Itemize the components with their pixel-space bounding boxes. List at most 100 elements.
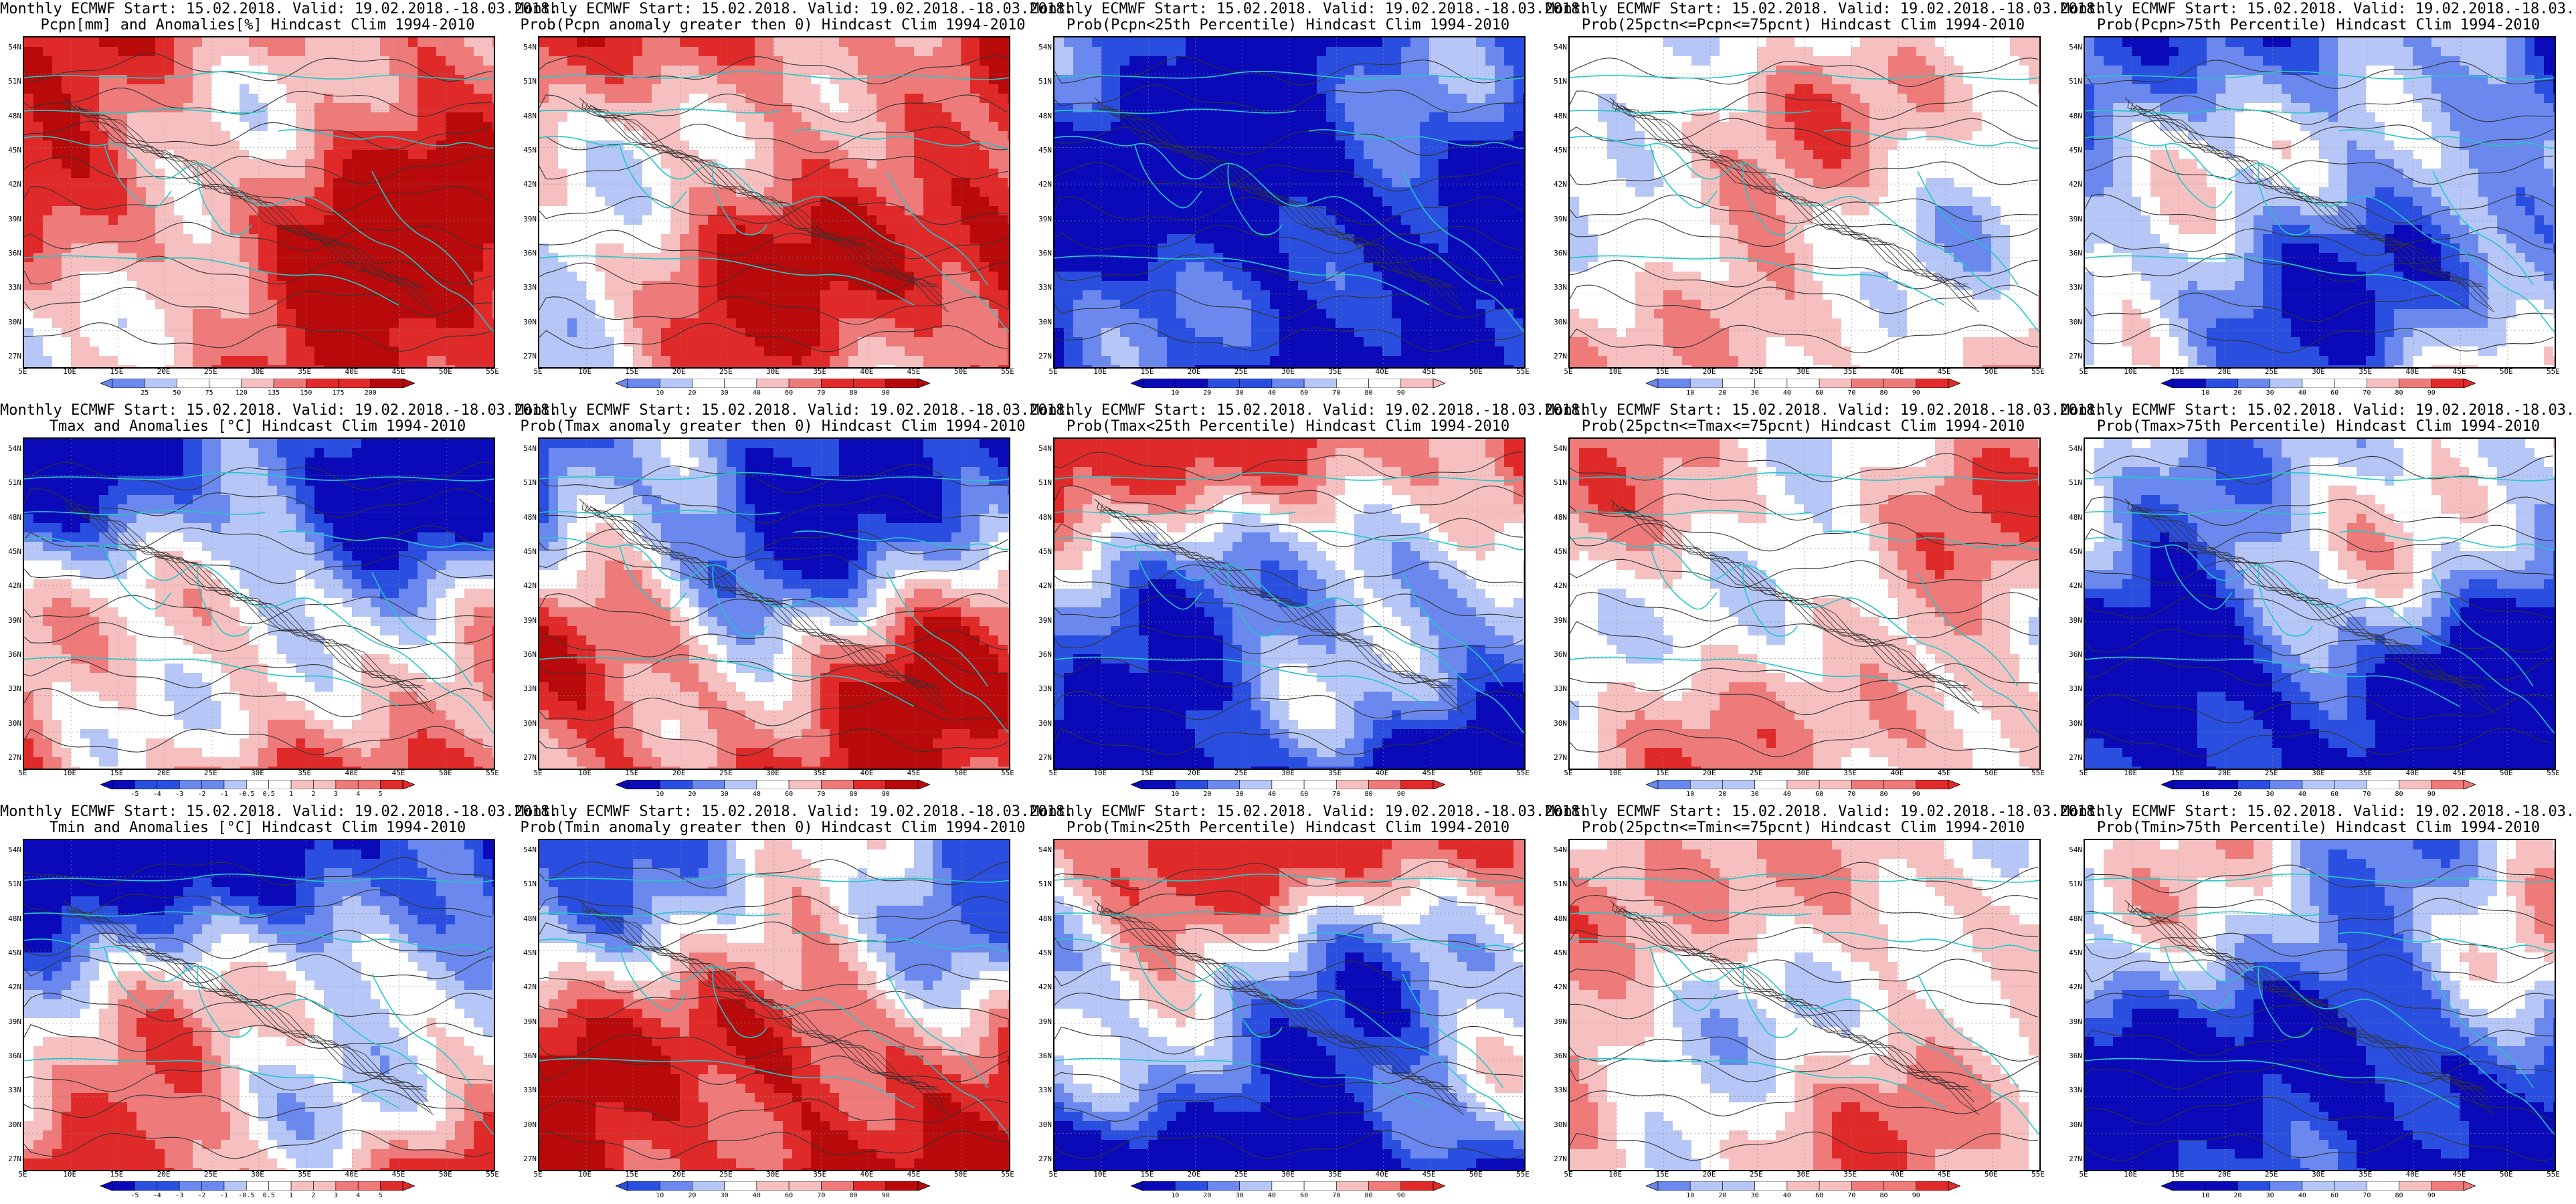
lat-tick-label: 39N bbox=[3, 1017, 21, 1026]
lat-tick-label: 39N bbox=[3, 616, 21, 625]
lat-tick-label: 27N bbox=[1033, 753, 1052, 762]
lat-tick-label: 30N bbox=[1548, 719, 1567, 728]
lat-tick-label: 36N bbox=[3, 1051, 21, 1060]
map-panel: Monthly ECMWF Start: 15.02.2018. Valid: … bbox=[2061, 803, 2576, 1204]
map-panel: Monthly ECMWF Start: 15.02.2018. Valid: … bbox=[1546, 401, 2104, 803]
lon-tick-label: 30E bbox=[763, 367, 783, 376]
panel-title-line1: Monthly ECMWF Start: 15.02.2018. Valid: … bbox=[1030, 403, 1588, 419]
lon-tick-label: 50E bbox=[436, 1170, 456, 1179]
lat-tick-label: 33N bbox=[3, 283, 21, 292]
lon-tick-label: 40E bbox=[341, 1170, 361, 1179]
colorbar-label: 60 bbox=[777, 1192, 800, 1199]
forecast-map bbox=[1053, 36, 1526, 369]
colorbar-label: 90 bbox=[875, 1192, 897, 1199]
lon-tick-label: 35E bbox=[1325, 367, 1345, 376]
lat-tick-label: 42N bbox=[1548, 983, 1567, 991]
colorbar-label: -2 bbox=[191, 791, 213, 798]
lon-tick-label: 20E bbox=[1184, 1170, 1204, 1179]
colorbar-label: 10 bbox=[1679, 389, 1701, 397]
lon-tick-label: 15E bbox=[622, 769, 642, 777]
lon-tick-label: 10E bbox=[575, 367, 595, 376]
lat-tick-label: 39N bbox=[1033, 215, 1052, 223]
colorbar-label: 30 bbox=[1228, 389, 1251, 397]
lat-tick-label: 30N bbox=[518, 1120, 537, 1129]
colorbar-label: 40 bbox=[1261, 389, 1283, 397]
lat-tick-label: 42N bbox=[1033, 983, 1052, 991]
lon-tick-label: 10E bbox=[1090, 367, 1110, 376]
colorbar bbox=[1131, 780, 1445, 789]
lon-tick-label: 55E bbox=[2028, 1170, 2048, 1179]
colorbar-label: 20 bbox=[1711, 389, 1734, 397]
lat-tick-label: 45N bbox=[3, 146, 21, 155]
lon-tick-label: 55E bbox=[998, 769, 1018, 777]
lon-tick-label: 35E bbox=[1325, 1170, 1345, 1179]
forecast-map bbox=[1568, 437, 2041, 770]
lon-tick-label: 50E bbox=[2496, 1170, 2516, 1179]
forecast-map bbox=[2084, 36, 2556, 369]
colorbar-label: 30 bbox=[713, 389, 736, 397]
lon-tick-label: 10E bbox=[2120, 367, 2140, 376]
lon-tick-label: 20E bbox=[2215, 769, 2235, 777]
colorbar-label: 70 bbox=[810, 1192, 832, 1199]
lat-tick-label: 33N bbox=[2063, 283, 2082, 292]
lon-tick-label: 35E bbox=[2355, 1170, 2375, 1179]
lon-tick-label: 5E bbox=[528, 367, 548, 376]
lat-tick-label: 30N bbox=[518, 719, 537, 728]
lat-tick-label: 39N bbox=[2063, 1017, 2082, 1026]
lon-tick-label: 45E bbox=[389, 769, 409, 777]
lon-tick-label: 25E bbox=[1746, 769, 1766, 777]
lon-tick-label: 20E bbox=[1184, 769, 1204, 777]
lat-tick-label: 27N bbox=[1548, 1155, 1567, 1163]
lon-tick-label: 5E bbox=[1558, 367, 1578, 376]
lon-tick-label: 55E bbox=[1513, 769, 1533, 777]
panel-title-line2: Tmax and Anomalies [°C] Hindcast Clim 19… bbox=[0, 419, 515, 435]
lat-tick-label: 39N bbox=[2063, 616, 2082, 625]
lon-tick-label: 45E bbox=[2450, 769, 2470, 777]
colorbar-label: 40 bbox=[1776, 791, 1799, 798]
lon-tick-label: 20E bbox=[154, 769, 174, 777]
colorbar-label: 20 bbox=[680, 1192, 703, 1199]
colorbar-label: 60 bbox=[2323, 389, 2346, 397]
colorbar-label: 90 bbox=[2420, 389, 2443, 397]
colorbar-label: -5 bbox=[123, 791, 146, 798]
lat-tick-label: 42N bbox=[518, 581, 537, 590]
colorbar bbox=[2161, 379, 2476, 388]
panel-title-line1: Monthly ECMWF Start: 15.02.2018. Valid: … bbox=[515, 1, 1073, 17]
panel-title-line2: Prob(25pctn<=Tmax<=75pcnt) Hindcast Clim… bbox=[1546, 419, 2061, 435]
colorbar-label: 70 bbox=[2355, 791, 2378, 798]
lon-tick-label: 20E bbox=[1184, 367, 1204, 376]
lat-tick-label: 36N bbox=[3, 249, 21, 258]
panel-title-line2: Prob(25pctn<=Pcpn<=75pcnt) Hindcast Clim… bbox=[1546, 17, 2061, 33]
colorbar-label: 20 bbox=[680, 791, 703, 798]
lon-tick-label: 25E bbox=[716, 367, 736, 376]
lat-tick-label: 36N bbox=[518, 650, 537, 659]
lon-tick-label: 10E bbox=[2120, 1170, 2140, 1179]
lon-tick-label: 45E bbox=[904, 367, 924, 376]
lon-tick-label: 25E bbox=[201, 1170, 221, 1179]
colorbar-label: 2 bbox=[302, 791, 325, 798]
lon-tick-label: 15E bbox=[1652, 769, 1672, 777]
lat-tick-label: 33N bbox=[2063, 1086, 2082, 1094]
colorbar-label: 175 bbox=[327, 389, 350, 397]
colorbar-label: 150 bbox=[294, 389, 317, 397]
lon-tick-label: 25E bbox=[716, 769, 736, 777]
lat-tick-label: 39N bbox=[2063, 215, 2082, 223]
lat-tick-label: 45N bbox=[2063, 547, 2082, 556]
lat-tick-label: 42N bbox=[2063, 581, 2082, 590]
lat-tick-label: 51N bbox=[518, 880, 537, 888]
map-panel: Monthly ECMWF Start: 15.02.2018. Valid: … bbox=[0, 803, 558, 1204]
colorbar-label: 10 bbox=[1679, 1192, 1701, 1199]
lat-tick-label: 48N bbox=[518, 513, 537, 522]
colorbar-label: 80 bbox=[1873, 1192, 1896, 1199]
lat-tick-label: 54N bbox=[3, 43, 21, 52]
lon-tick-label: 45E bbox=[1934, 1170, 1954, 1179]
lat-tick-label: 42N bbox=[1548, 581, 1567, 590]
panel-title-line1: Monthly ECMWF Start: 15.02.2018. Valid: … bbox=[1546, 1, 2104, 17]
lon-tick-label: 30E bbox=[1793, 769, 1813, 777]
lat-tick-label: 36N bbox=[2063, 650, 2082, 659]
lon-tick-label: 30E bbox=[248, 1170, 268, 1179]
colorbar bbox=[1131, 1181, 1445, 1191]
colorbar-label: 90 bbox=[2420, 1192, 2443, 1199]
lat-tick-label: 45N bbox=[1033, 948, 1052, 957]
lon-tick-label: 5E bbox=[528, 769, 548, 777]
